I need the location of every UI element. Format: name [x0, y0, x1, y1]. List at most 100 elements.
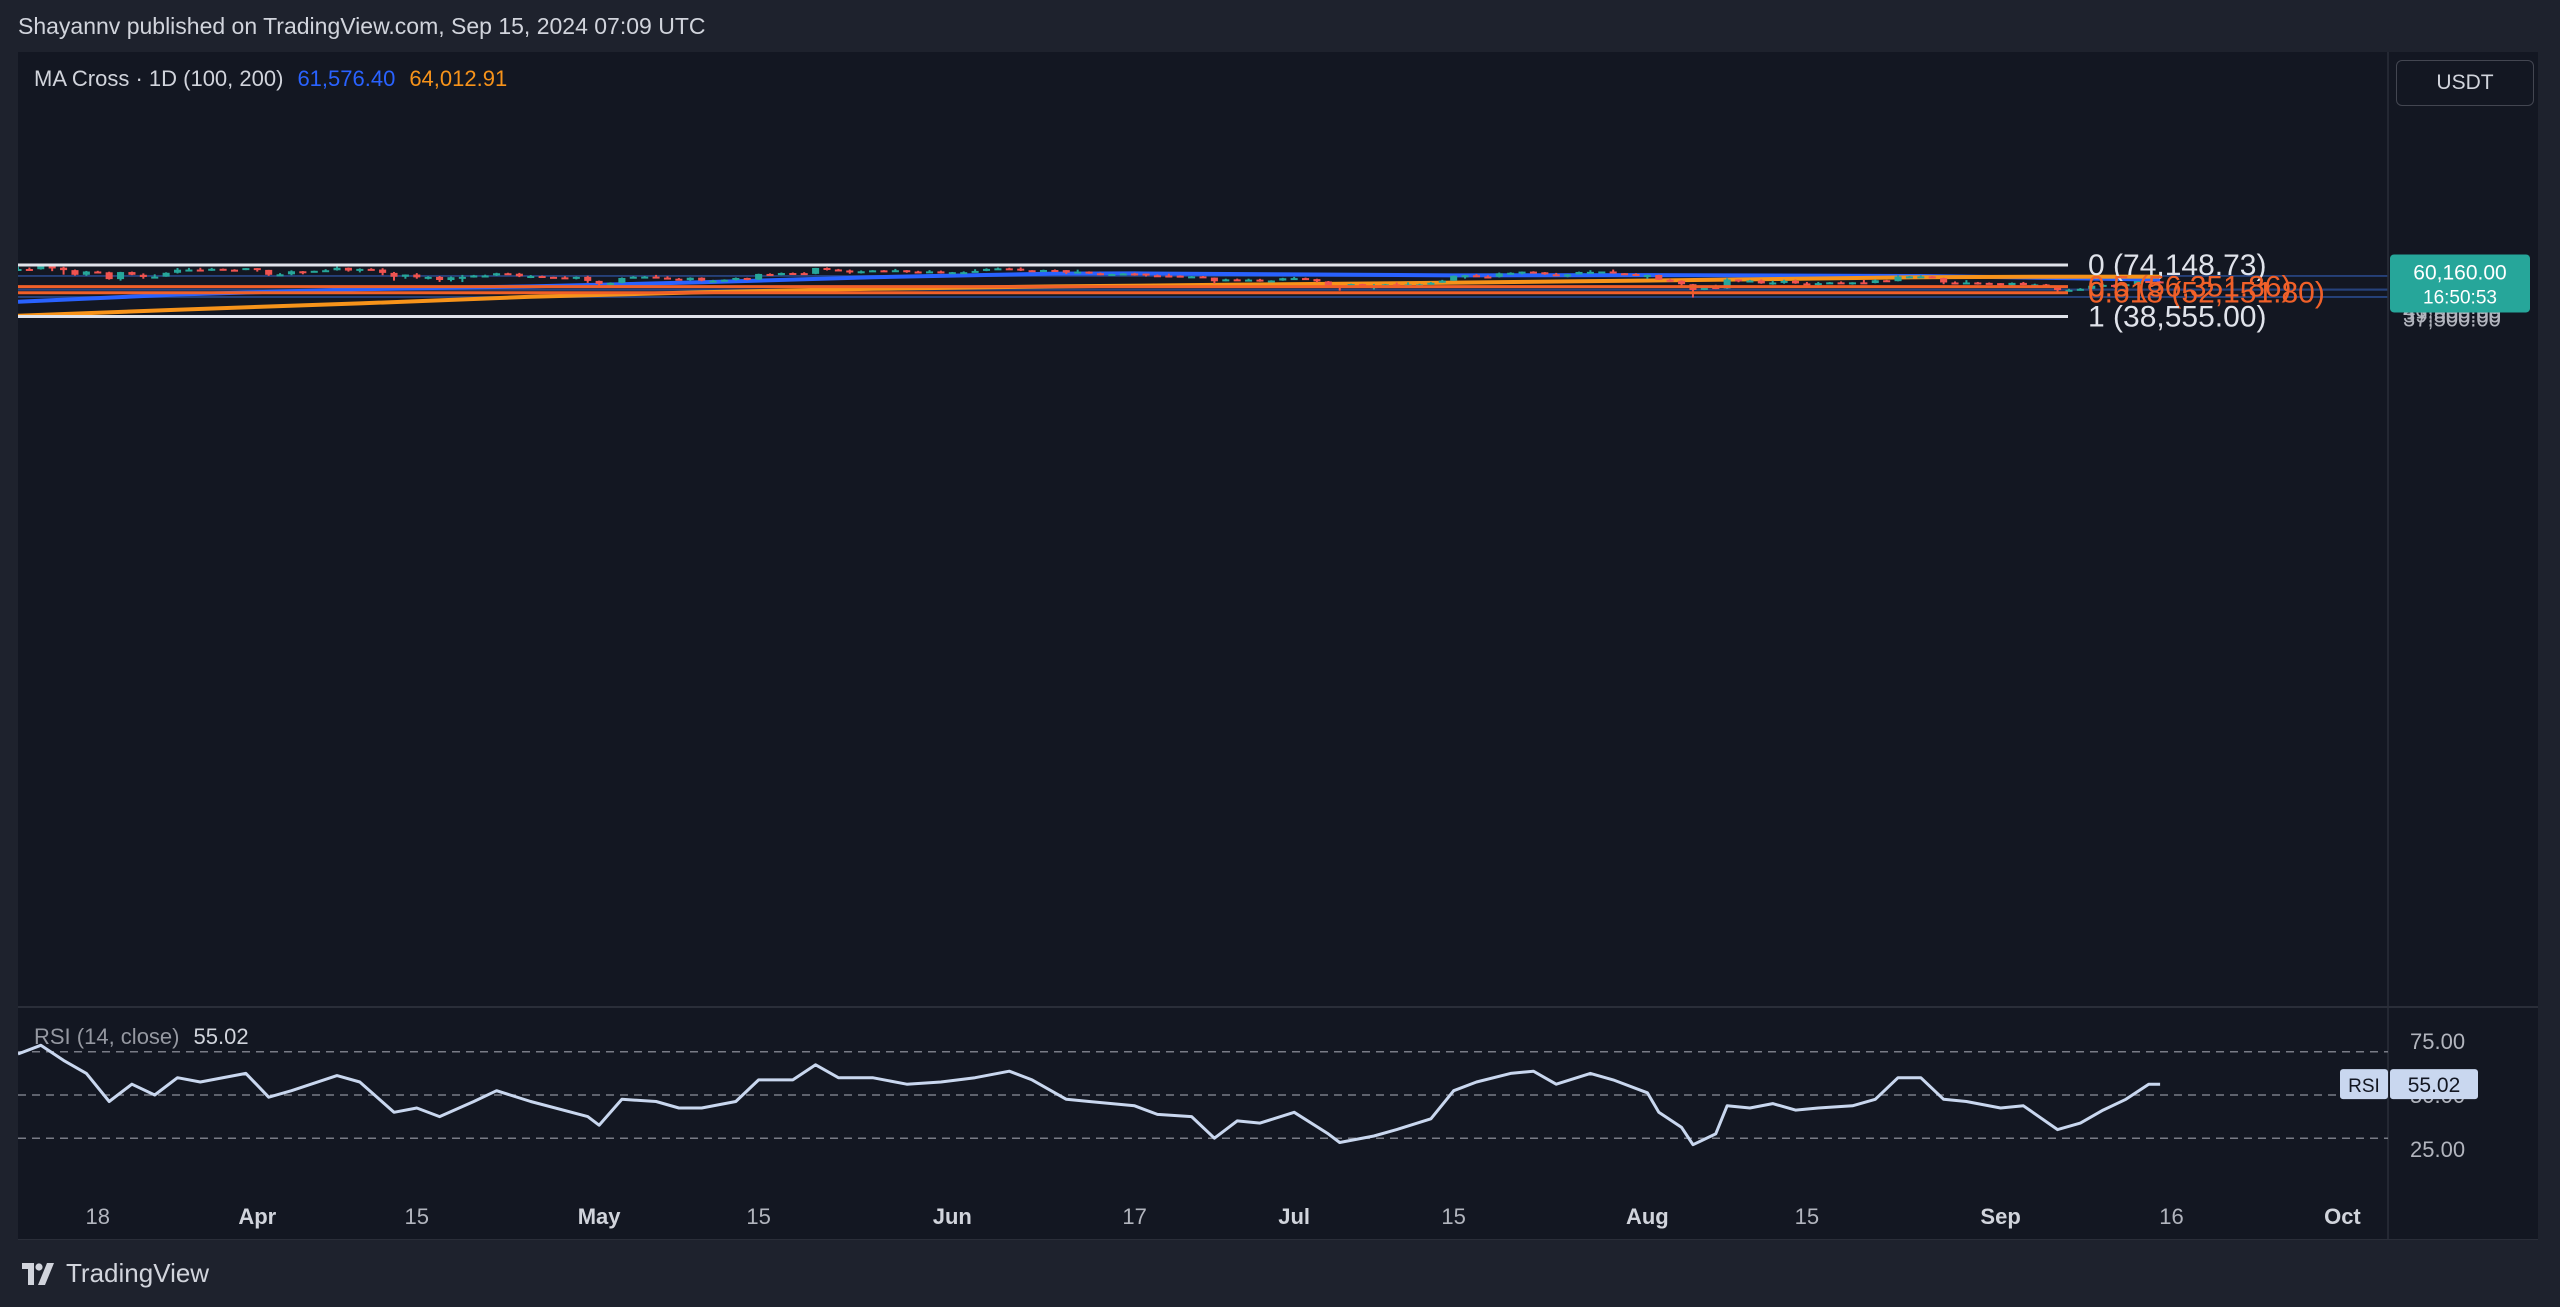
- candle-body: [128, 272, 136, 275]
- candle-body: [652, 276, 660, 279]
- candle: [208, 267, 216, 271]
- candle: [1575, 271, 1583, 275]
- candle-body: [1290, 278, 1298, 281]
- candle-body: [891, 270, 899, 273]
- candle: [1028, 270, 1036, 273]
- rsi-tick-label: 75.00: [2410, 1029, 2465, 1054]
- candle: [1108, 273, 1116, 276]
- candle-body: [527, 275, 535, 278]
- candle: [1678, 280, 1686, 286]
- tradingview-logo-icon[interactable]: [20, 1261, 56, 1287]
- candle: [903, 270, 911, 273]
- candle-body: [515, 273, 523, 277]
- candle-body: [117, 272, 125, 280]
- candle: [139, 273, 147, 279]
- fib-label-1: 1 (38,555.00): [2088, 300, 2266, 333]
- candle-body: [732, 277, 740, 280]
- candle: [926, 270, 934, 274]
- candle: [1313, 278, 1321, 283]
- candle-body: [1222, 279, 1230, 282]
- candle-body: [1051, 270, 1059, 273]
- candle: [71, 269, 79, 276]
- candle-body: [1928, 276, 1936, 279]
- currency-button[interactable]: USDT: [2396, 60, 2534, 106]
- candle-body: [1814, 283, 1822, 286]
- candle: [1940, 277, 1948, 285]
- candle: [253, 268, 261, 272]
- candle: [1199, 275, 1207, 279]
- candle-body: [1438, 280, 1446, 283]
- candle: [1666, 278, 1674, 282]
- candle: [1153, 274, 1161, 278]
- candle-body: [185, 269, 193, 272]
- candle: [527, 275, 535, 279]
- candle-body: [2065, 289, 2073, 292]
- candle: [1951, 281, 1959, 285]
- candle: [1632, 273, 1640, 276]
- candle: [1096, 272, 1104, 276]
- candle: [846, 269, 854, 274]
- candle-body: [1940, 278, 1948, 283]
- candle-body: [1609, 271, 1617, 274]
- candle-body: [208, 268, 216, 271]
- candle-body: [1176, 275, 1184, 278]
- candle-body: [618, 277, 626, 283]
- indicator-legend[interactable]: MA Cross · 1D (100, 200) 61,576.40 64,01…: [34, 66, 507, 92]
- candle: [265, 269, 273, 276]
- candle: [857, 270, 865, 274]
- candle: [60, 266, 68, 275]
- candle-body: [675, 278, 683, 281]
- candle: [549, 276, 558, 279]
- candle: [2088, 284, 2096, 290]
- candle-body: [1450, 275, 1458, 281]
- rsi-legend[interactable]: RSI (14, close) 55.02: [34, 1024, 249, 1050]
- candle-body: [903, 270, 911, 273]
- rsi-badge-bg: [2340, 1069, 2388, 1100]
- candle: [914, 270, 922, 274]
- candle-body: [1598, 271, 1606, 274]
- candle: [1131, 272, 1139, 276]
- currency-label: USDT: [2436, 71, 2494, 94]
- candle: [1894, 275, 1902, 282]
- candle: [812, 267, 820, 275]
- chart-panel[interactable]: 0 (74,148.73) 0.5 (56,351.86) 0.618 (52,15…: [18, 52, 2538, 1240]
- candle-body: [1302, 278, 1310, 281]
- candle-body: [1142, 273, 1150, 276]
- candle-body: [1575, 271, 1583, 275]
- candle-body: [1153, 275, 1161, 278]
- ma200-value: 64,012.91: [409, 66, 508, 91]
- candle: [982, 268, 991, 272]
- candle: [458, 274, 466, 283]
- candle-body: [686, 277, 694, 281]
- candle: [538, 275, 546, 278]
- rsi-pane: [18, 1043, 2388, 1147]
- candle: [994, 267, 1002, 271]
- candle-body: [436, 276, 444, 280]
- candle-body: [2122, 284, 2130, 287]
- candle: [971, 269, 979, 273]
- time-tick-label: May: [578, 1204, 622, 1229]
- candle: [1848, 282, 1857, 285]
- candle-body: [504, 273, 512, 276]
- time-tick-label: Sep: [1980, 1204, 2020, 1229]
- tradingview-brand[interactable]: TradingView: [66, 1258, 210, 1288]
- candle-body: [800, 273, 808, 276]
- candle-body: [1666, 279, 1674, 282]
- candle: [242, 268, 250, 271]
- chart-canvas[interactable]: 0 (74,148.73)0.5 (56,351.86)0.618 (52,15…: [18, 52, 2538, 1240]
- candle: [1621, 273, 1629, 276]
- candle: [584, 275, 592, 283]
- candle: [1210, 277, 1218, 284]
- candle: [1586, 270, 1594, 274]
- candle-body: [937, 271, 945, 274]
- candle-body: [572, 276, 580, 279]
- candle-body: [48, 266, 56, 269]
- time-tick-label: 15: [1795, 1204, 1819, 1229]
- sr-zone: [18, 275, 2388, 277]
- candle-body: [356, 268, 364, 271]
- candle: [1039, 269, 1048, 273]
- candle-body: [641, 276, 649, 279]
- candle: [1529, 271, 1537, 274]
- candle: [401, 274, 409, 279]
- candle-body: [25, 269, 33, 272]
